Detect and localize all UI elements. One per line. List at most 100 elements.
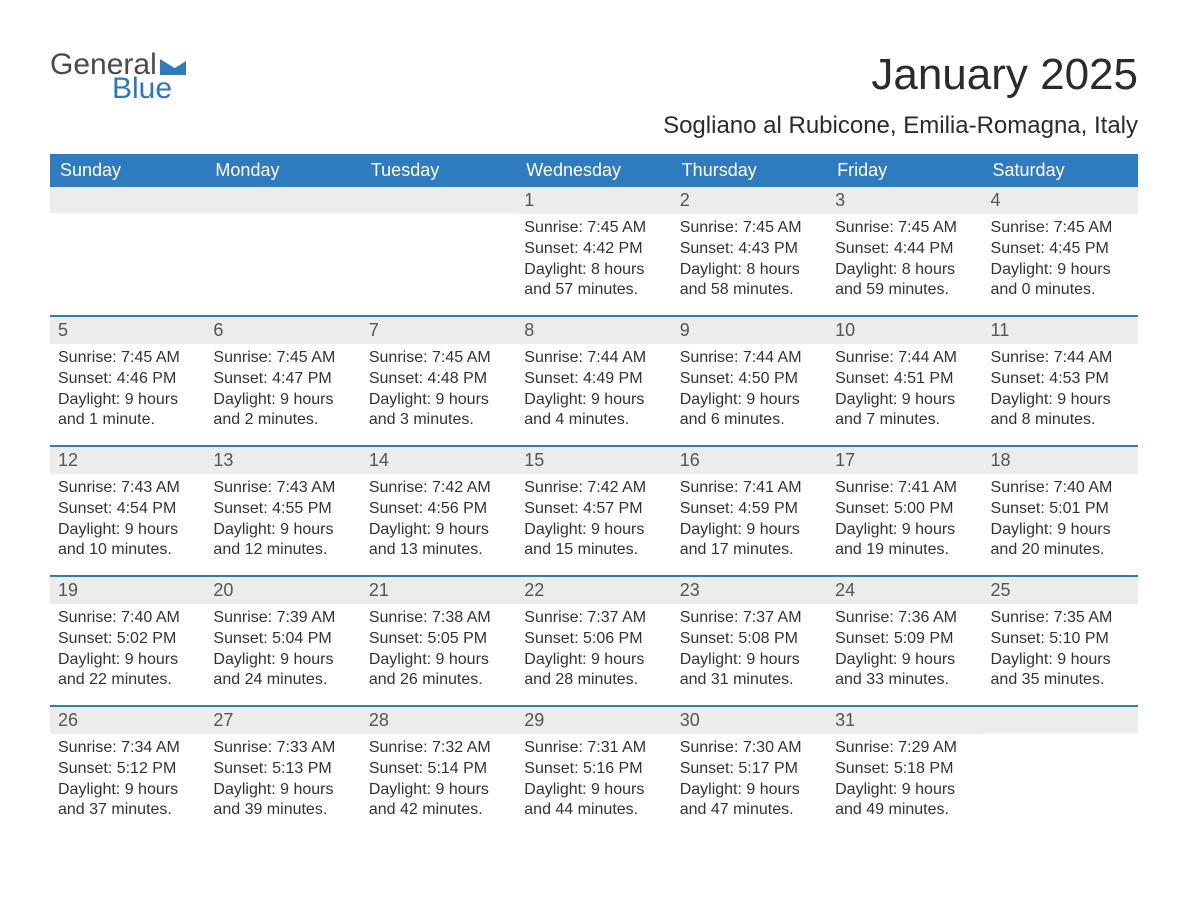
day-body: Sunrise: 7:45 AMSunset: 4:48 PMDaylight:…: [361, 344, 516, 431]
daylight-line: and 28 minutes.: [524, 670, 663, 691]
day-number: 17: [827, 447, 982, 474]
daylight-line: and 35 minutes.: [991, 670, 1130, 691]
day-cell: 1Sunrise: 7:45 AMSunset: 4:42 PMDaylight…: [516, 187, 671, 315]
daylight-line: Daylight: 9 hours: [524, 650, 663, 671]
sunrise-line: Sunrise: 7:42 AM: [524, 478, 663, 499]
day-body: Sunrise: 7:39 AMSunset: 5:04 PMDaylight:…: [205, 604, 360, 691]
sunset-line: Sunset: 4:49 PM: [524, 369, 663, 390]
sunrise-line: Sunrise: 7:42 AM: [369, 478, 508, 499]
day-body: [983, 733, 1138, 737]
daylight-line: Daylight: 9 hours: [213, 650, 352, 671]
daylight-line: Daylight: 8 hours: [680, 260, 819, 281]
daylight-line: and 13 minutes.: [369, 540, 508, 561]
daylight-line: Daylight: 9 hours: [369, 780, 508, 801]
sunrise-line: Sunrise: 7:44 AM: [524, 348, 663, 369]
week-row: 5Sunrise: 7:45 AMSunset: 4:46 PMDaylight…: [50, 315, 1138, 445]
daylight-line: and 31 minutes.: [680, 670, 819, 691]
sunset-line: Sunset: 5:06 PM: [524, 629, 663, 650]
daylight-line: Daylight: 9 hours: [835, 390, 974, 411]
sunrise-line: Sunrise: 7:45 AM: [213, 348, 352, 369]
day-number: 28: [361, 707, 516, 734]
day-cell: 14Sunrise: 7:42 AMSunset: 4:56 PMDayligh…: [361, 447, 516, 575]
sunset-line: Sunset: 4:59 PM: [680, 499, 819, 520]
daylight-line: and 6 minutes.: [680, 410, 819, 431]
sunset-line: Sunset: 4:54 PM: [58, 499, 197, 520]
sunrise-line: Sunrise: 7:39 AM: [213, 608, 352, 629]
daylight-line: Daylight: 9 hours: [369, 520, 508, 541]
daylight-line: Daylight: 9 hours: [680, 520, 819, 541]
dow-sunday: Sunday: [50, 154, 205, 187]
day-body: Sunrise: 7:40 AMSunset: 5:02 PMDaylight:…: [50, 604, 205, 691]
daylight-line: and 15 minutes.: [524, 540, 663, 561]
daylight-line: and 4 minutes.: [524, 410, 663, 431]
dow-monday: Monday: [205, 154, 360, 187]
day-number: 26: [50, 707, 205, 734]
day-number: 19: [50, 577, 205, 604]
day-cell: 26Sunrise: 7:34 AMSunset: 5:12 PMDayligh…: [50, 707, 205, 835]
day-number: 14: [361, 447, 516, 474]
day-body: Sunrise: 7:35 AMSunset: 5:10 PMDaylight:…: [983, 604, 1138, 691]
day-body: Sunrise: 7:38 AMSunset: 5:05 PMDaylight:…: [361, 604, 516, 691]
sunrise-line: Sunrise: 7:41 AM: [680, 478, 819, 499]
day-cell: 25Sunrise: 7:35 AMSunset: 5:10 PMDayligh…: [983, 577, 1138, 705]
day-number: 22: [516, 577, 671, 604]
sunrise-line: Sunrise: 7:45 AM: [369, 348, 508, 369]
day-body: [50, 213, 205, 217]
sunset-line: Sunset: 4:43 PM: [680, 239, 819, 260]
sunset-line: Sunset: 5:09 PM: [835, 629, 974, 650]
day-body: Sunrise: 7:42 AMSunset: 4:57 PMDaylight:…: [516, 474, 671, 561]
day-number: 1: [516, 187, 671, 214]
day-cell: 13Sunrise: 7:43 AMSunset: 4:55 PMDayligh…: [205, 447, 360, 575]
sunrise-line: Sunrise: 7:35 AM: [991, 608, 1130, 629]
day-body: Sunrise: 7:43 AMSunset: 4:55 PMDaylight:…: [205, 474, 360, 561]
day-cell: 8Sunrise: 7:44 AMSunset: 4:49 PMDaylight…: [516, 317, 671, 445]
daylight-line: and 0 minutes.: [991, 280, 1130, 301]
daylight-line: Daylight: 9 hours: [213, 780, 352, 801]
daylight-line: Daylight: 9 hours: [369, 650, 508, 671]
day-body: Sunrise: 7:44 AMSunset: 4:49 PMDaylight:…: [516, 344, 671, 431]
day-body: Sunrise: 7:37 AMSunset: 5:06 PMDaylight:…: [516, 604, 671, 691]
day-cell: 10Sunrise: 7:44 AMSunset: 4:51 PMDayligh…: [827, 317, 982, 445]
day-number: 24: [827, 577, 982, 604]
day-cell: 20Sunrise: 7:39 AMSunset: 5:04 PMDayligh…: [205, 577, 360, 705]
daylight-line: Daylight: 9 hours: [680, 780, 819, 801]
sunset-line: Sunset: 5:12 PM: [58, 759, 197, 780]
day-cell: 5Sunrise: 7:45 AMSunset: 4:46 PMDaylight…: [50, 317, 205, 445]
day-number: 4: [983, 187, 1138, 214]
daylight-line: and 20 minutes.: [991, 540, 1130, 561]
day-cell: 27Sunrise: 7:33 AMSunset: 5:13 PMDayligh…: [205, 707, 360, 835]
day-number: 18: [983, 447, 1138, 474]
week-row: 19Sunrise: 7:40 AMSunset: 5:02 PMDayligh…: [50, 575, 1138, 705]
sunset-line: Sunset: 5:13 PM: [213, 759, 352, 780]
sunset-line: Sunset: 5:18 PM: [835, 759, 974, 780]
daylight-line: and 19 minutes.: [835, 540, 974, 561]
daylight-line: Daylight: 9 hours: [991, 260, 1130, 281]
dow-tuesday: Tuesday: [361, 154, 516, 187]
day-number: 15: [516, 447, 671, 474]
sunrise-line: Sunrise: 7:37 AM: [524, 608, 663, 629]
sunset-line: Sunset: 4:46 PM: [58, 369, 197, 390]
logo-text-blue: Blue: [112, 74, 186, 104]
sunrise-line: Sunrise: 7:40 AM: [991, 478, 1130, 499]
day-number: 12: [50, 447, 205, 474]
day-number: 20: [205, 577, 360, 604]
daylight-line: and 24 minutes.: [213, 670, 352, 691]
day-body: Sunrise: 7:29 AMSunset: 5:18 PMDaylight:…: [827, 734, 982, 821]
header: General Blue January 2025: [50, 50, 1138, 104]
day-body: Sunrise: 7:40 AMSunset: 5:01 PMDaylight:…: [983, 474, 1138, 561]
calendar: Sunday Monday Tuesday Wednesday Thursday…: [50, 154, 1138, 835]
sunset-line: Sunset: 4:57 PM: [524, 499, 663, 520]
sunset-line: Sunset: 5:08 PM: [680, 629, 819, 650]
day-body: Sunrise: 7:32 AMSunset: 5:14 PMDaylight:…: [361, 734, 516, 821]
day-cell: 9Sunrise: 7:44 AMSunset: 4:50 PMDaylight…: [672, 317, 827, 445]
sunrise-line: Sunrise: 7:44 AM: [991, 348, 1130, 369]
day-cell: 18Sunrise: 7:40 AMSunset: 5:01 PMDayligh…: [983, 447, 1138, 575]
sunset-line: Sunset: 4:55 PM: [213, 499, 352, 520]
daylight-line: and 47 minutes.: [680, 800, 819, 821]
sunrise-line: Sunrise: 7:45 AM: [991, 218, 1130, 239]
sunset-line: Sunset: 5:05 PM: [369, 629, 508, 650]
day-of-week-header: Sunday Monday Tuesday Wednesday Thursday…: [50, 154, 1138, 187]
day-cell: [205, 187, 360, 315]
sunrise-line: Sunrise: 7:41 AM: [835, 478, 974, 499]
daylight-line: and 59 minutes.: [835, 280, 974, 301]
